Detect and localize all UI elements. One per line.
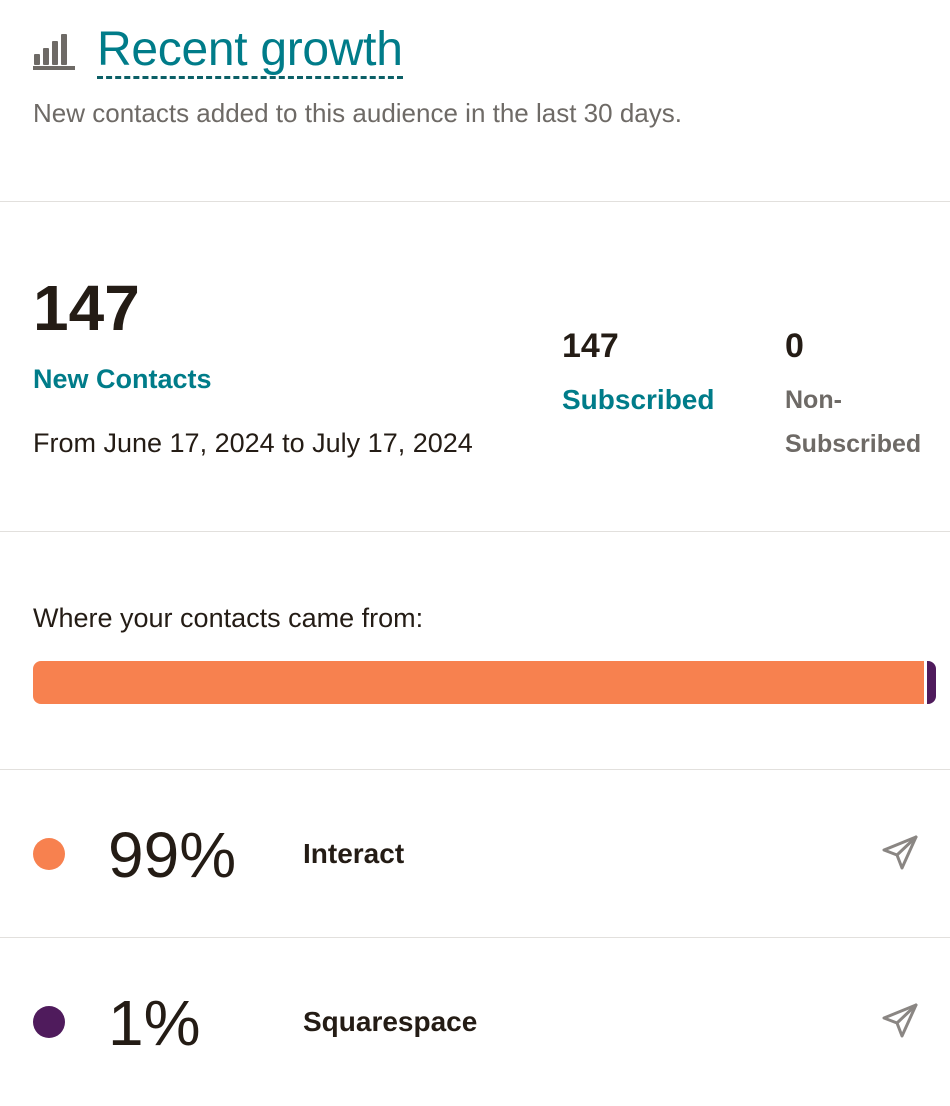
source-breakdown-bar [33, 661, 936, 704]
non-subscribed-label-line2: Subscribed [785, 430, 922, 458]
new-contacts-count: 147 [33, 272, 140, 344]
bar-segment-interact[interactable] [33, 661, 924, 704]
bar-segment-squarespace[interactable] [927, 661, 936, 704]
source-row-interact: 99% Interact [0, 770, 950, 938]
sources-heading: Where your contacts came from: [33, 603, 424, 633]
recent-growth-header: Recent growth New contacts added to this… [33, 24, 933, 128]
send-icon[interactable] [880, 1000, 920, 1040]
source-name: Squarespace [303, 1006, 478, 1037]
new-contacts-label: New Contacts [33, 364, 212, 394]
divider [0, 531, 950, 532]
bar-segment-separator [924, 661, 927, 704]
source-percent: 99% [108, 819, 237, 891]
squarespace-color-dot [33, 1006, 65, 1038]
non-subscribed-label-line1: Non- [785, 386, 842, 414]
non-subscribed-count: 0 [785, 327, 804, 365]
date-range: From June 17, 2024 to July 17, 2024 [33, 428, 473, 458]
divider [0, 769, 950, 770]
subscribed-label: Subscribed [562, 384, 715, 415]
interact-color-dot [33, 838, 65, 870]
source-percent: 1% [108, 987, 201, 1059]
page-subtitle: New contacts added to this audience in t… [33, 98, 682, 128]
non-subscribed-label: Non- Subscribed [785, 378, 935, 466]
title-row: Recent growth [33, 24, 933, 84]
send-icon[interactable] [880, 832, 920, 872]
non-subscribed-stat: 0 Non- Subscribed [785, 326, 935, 466]
subscribed-count: 147 [562, 327, 619, 365]
source-name: Interact [303, 838, 405, 869]
page-title[interactable]: Recent growth [97, 24, 403, 79]
bar-chart-icon [33, 28, 75, 74]
divider [0, 201, 950, 202]
divider [0, 937, 950, 938]
source-row-squarespace: 1% Squarespace [0, 938, 950, 1106]
subscribed-stat: 147 Subscribed [562, 326, 714, 418]
